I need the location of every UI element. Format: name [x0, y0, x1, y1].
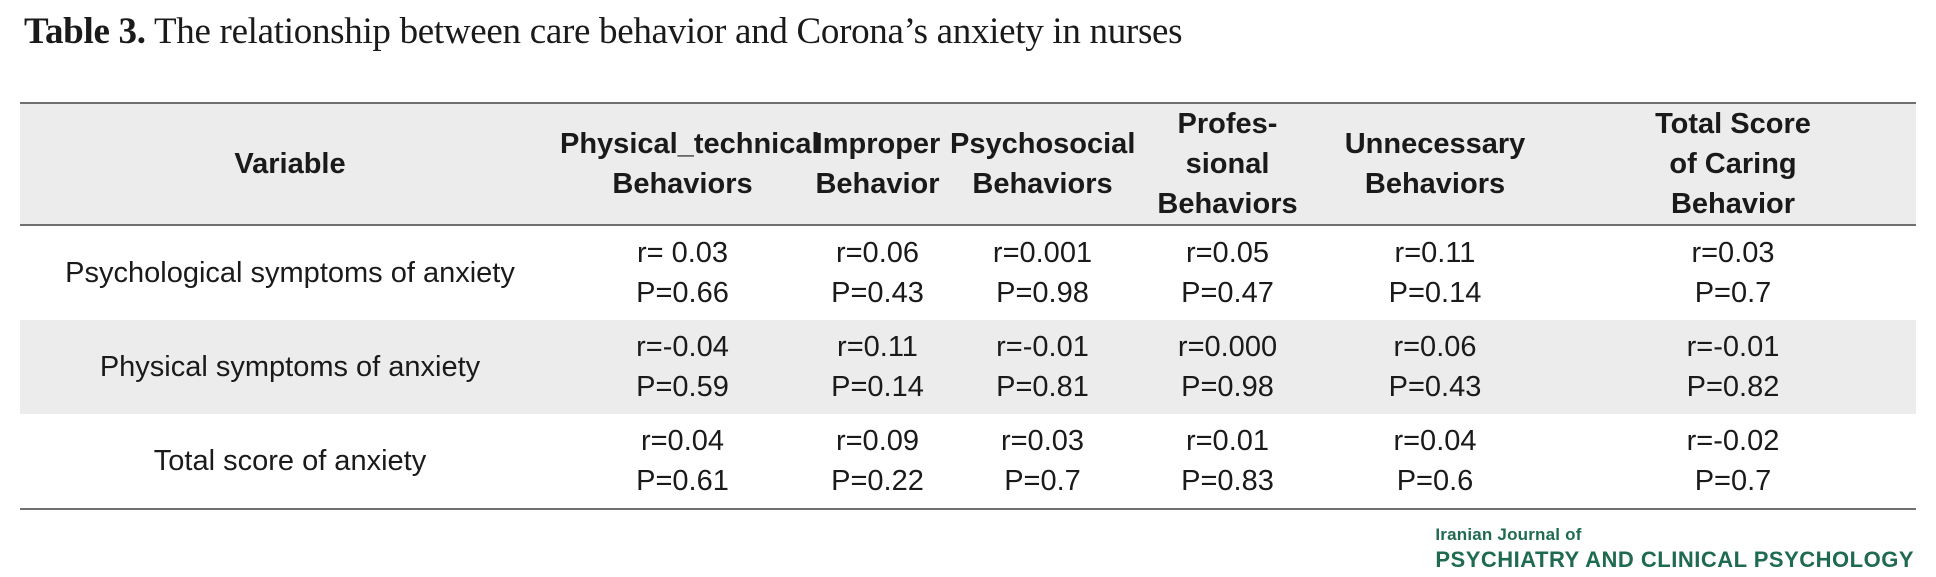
table-row: Total score of anxiety r=0.04 P=0.61 r=0.… [20, 414, 1916, 510]
row-variable: Total score of anxiety [20, 414, 560, 510]
journal-logo: Iranian Journal of PSYCHIATRY AND CLINIC… [1435, 525, 1914, 575]
table-cell: r=-0.04 P=0.59 [636, 331, 729, 403]
table-label: Table 3. [24, 11, 146, 52]
header-physical-technical: Physical_technical Behaviors [560, 102, 820, 226]
table-cell: r=0.01 P=0.83 [1135, 414, 1320, 510]
row-variable: Psychological symptoms of anxiety [65, 257, 515, 289]
table-row: Physical symptoms of anxiety r=-0.04 P=0.… [20, 320, 1916, 414]
table-row: Psychological symptoms of anxiety r= 0.0… [20, 225, 1916, 320]
header-psychosocial: Psychosocial Behaviors [950, 102, 1135, 226]
table-cell: r=0.11 P=0.14 [1388, 237, 1482, 309]
table-cell: r= 0.03 P=0.66 [636, 237, 729, 309]
header-variable: Variable [20, 102, 560, 226]
table-cell: r=0.03 P=0.7 [1691, 237, 1775, 309]
header-total-caring: Total Score of Caring Behavior [1550, 102, 1916, 226]
header-improper: Improper Behavior [805, 102, 950, 226]
table-cell: r=-0.01 P=0.82 [1686, 331, 1780, 403]
table-cell: r=0.000 P=0.98 [1177, 331, 1278, 403]
journal-name-line2: PSYCHIATRY AND CLINICAL PSYCHOLOGY [1435, 547, 1914, 572]
table-cell: r=-0.02 P=0.7 [1550, 414, 1916, 510]
table-title: The relationship between care behavior a… [153, 11, 1183, 52]
table-cell: r=0.05 P=0.47 [1181, 237, 1274, 309]
table-cell: r=-0.01 P=0.81 [996, 331, 1089, 403]
table-cell: r=0.04 P=0.61 [560, 414, 805, 510]
table-cell: r=0.06 P=0.43 [1388, 331, 1482, 403]
table-cell: r=0.03 P=0.7 [950, 414, 1135, 510]
table-cell: r=0.11 P=0.14 [831, 331, 924, 403]
table-caption: Table 3. The relationship between care b… [24, 10, 1183, 53]
journal-name-line1: Iranian Journal of [1435, 525, 1582, 544]
table-cell: r=0.09 P=0.22 [805, 414, 950, 510]
table-cell: r=0.001 P=0.98 [992, 237, 1093, 309]
row-variable: Physical symptoms of anxiety [99, 351, 481, 383]
table-header-row: Variable Physical_technical Behaviors Im… [20, 102, 1916, 226]
table-cell: r=0.04 P=0.6 [1320, 414, 1550, 510]
header-professional: Profes- sional Behaviors [1135, 102, 1320, 226]
header-unnecessary: Unnecessary Behaviors [1320, 102, 1550, 226]
correlation-table: Variable Physical_technical Behaviors Im… [20, 102, 1916, 510]
table-cell: r=0.06 P=0.43 [831, 237, 924, 309]
